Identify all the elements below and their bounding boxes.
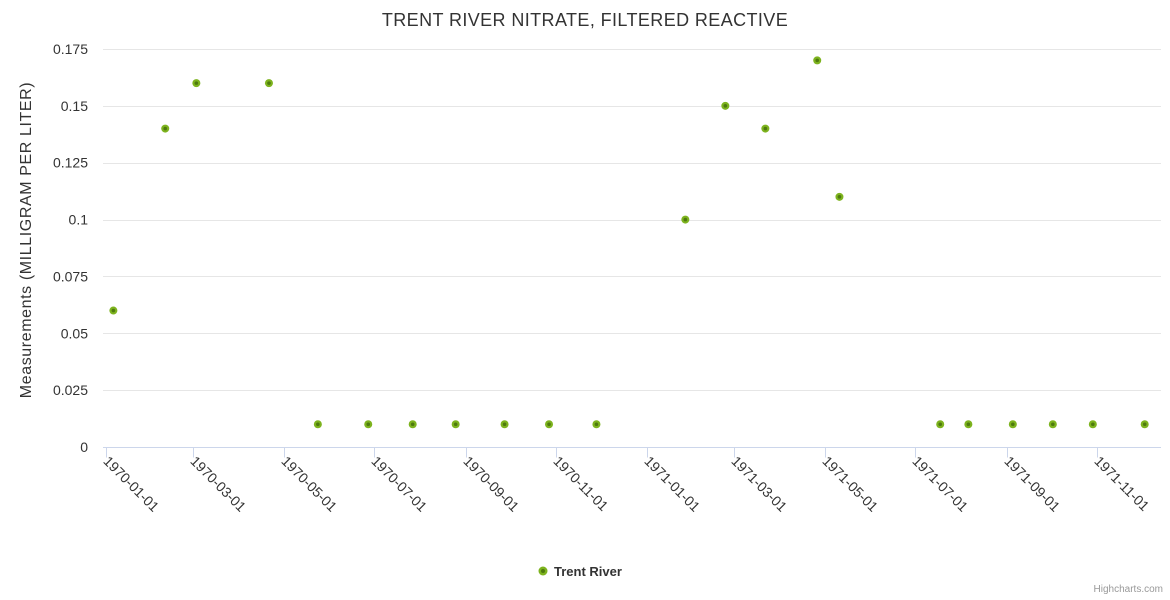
data-point[interactable] [192,79,201,88]
legend-item-trent-river[interactable]: Trent River [538,564,622,579]
data-point-core [1142,422,1147,427]
data-point[interactable] [936,420,945,429]
data-point-core [453,422,458,427]
legend-marker-core [541,569,545,573]
x-axis-tick-label: 1970-09-01 [460,453,522,515]
x-axis-tick-label: 1971-07-01 [909,453,971,515]
x-tick-label-layer: 1970-01-01 1970-03-01 1970-05-01 1970-07-01… [100,453,1152,515]
data-point[interactable] [592,420,601,429]
legend-label: Trent River [554,564,622,579]
data-point[interactable] [451,420,460,429]
x-axis-tick-label: 1971-03-01 [728,453,790,515]
y-axis-tick-label: 0.025 [53,382,88,398]
data-point-core [966,422,971,427]
data-point[interactable] [813,56,822,65]
data-point-core [366,422,371,427]
data-point[interactable] [1008,420,1017,429]
data-point-core [267,81,271,85]
data-point[interactable] [500,420,509,429]
data-point[interactable] [364,420,373,429]
x-axis-tick-label: 1971-09-01 [1001,453,1063,515]
data-point-core [723,104,728,108]
y-axis-tick-label: 0.1 [69,212,89,228]
data-point-core [837,195,842,199]
data-point-core [1091,422,1095,427]
gridline-layer [103,49,1161,391]
data-point[interactable] [1088,420,1097,429]
x-axis-tick-label: 1970-07-01 [368,453,430,515]
y-axis-tick-label: 0.05 [61,325,88,341]
data-point[interactable] [721,101,730,110]
data-point[interactable] [109,306,118,315]
y-axis-tick-label: 0.15 [61,98,88,114]
data-point[interactable] [545,420,554,429]
data-point-core [763,126,768,131]
x-axis-tick-label: 1970-01-01 [100,453,162,515]
data-point-core [316,422,320,427]
data-point-core [410,422,415,427]
data-point-core [683,217,688,222]
data-point[interactable] [681,215,690,224]
data-point[interactable] [313,420,322,429]
highcharts-credits-link[interactable]: Highcharts.com [1094,584,1163,595]
data-point[interactable] [761,124,770,133]
data-point-core [938,422,943,427]
chart-title: TRENT RIVER NITRATE, FILTERED REACTIVE [382,10,788,30]
x-axis-tick-label: 1971-01-01 [641,453,703,515]
data-point-layer [109,56,1149,429]
y-tick-label-layer: 0 0.025 0.05 0.075 0.1 0.125 0.15 0.175 [53,41,88,455]
data-point-core [194,81,199,85]
y-axis-title: Measurements (MILLIGRAM PER LITER) [18,82,35,398]
data-point-core [547,422,551,427]
data-point[interactable] [964,420,973,429]
data-point-core [163,126,168,131]
y-axis-tick-label: 0.125 [53,155,88,171]
x-axis-tick-label: 1971-05-01 [819,453,881,515]
x-axis-tick-label: 1971-11-01 [1091,453,1152,514]
y-axis-tick-label: 0.175 [53,41,88,57]
series-marker-icon [538,566,548,576]
data-point[interactable] [408,420,417,429]
data-point-core [1011,422,1015,427]
data-point[interactable] [264,79,273,88]
data-point-core [1051,422,1055,427]
data-point[interactable] [835,192,844,201]
data-point-core [815,58,820,63]
x-axis-tick-label: 1970-11-01 [550,453,611,514]
y-axis-tick-label: 0 [80,439,88,455]
x-axis-tick-label: 1970-05-01 [278,453,340,515]
data-point-core [111,308,116,313]
axis-layer [103,447,1161,458]
data-point[interactable] [1048,420,1057,429]
data-point[interactable] [1140,420,1149,429]
y-axis-tick-label: 0.075 [53,268,88,284]
data-point-core [594,422,599,427]
data-point-core [502,422,507,427]
data-point[interactable] [161,124,170,133]
x-axis-tick-label: 1970-03-01 [187,453,249,515]
